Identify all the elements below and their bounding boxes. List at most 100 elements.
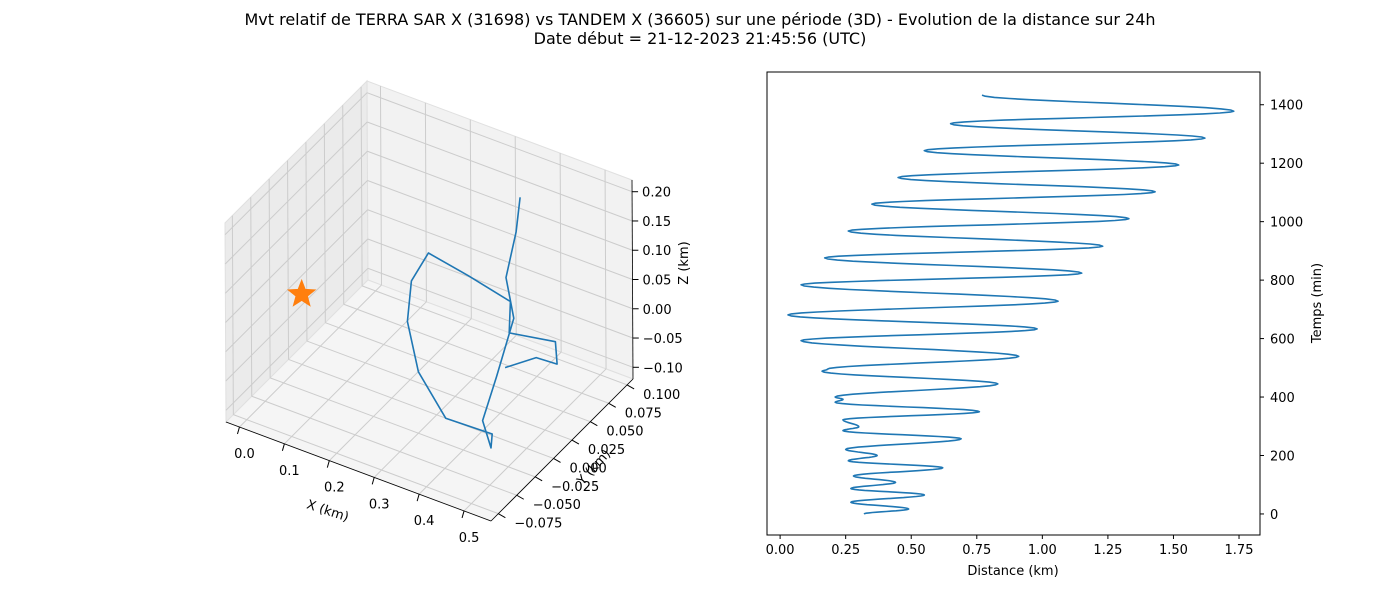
z-tick-label-3d: 0.15: [642, 215, 671, 230]
grid-line: [366, 92, 633, 193]
z-tick-label-3d: 0.00: [643, 303, 672, 318]
x-tick-3d: [326, 460, 330, 468]
x-tick-label: 0.00: [766, 543, 795, 558]
grid-line: [325, 322, 591, 423]
grid-line: [373, 335, 517, 478]
x-tick-3d: [416, 494, 420, 502]
relative-motion-line: [406, 197, 558, 449]
grid-line: [361, 285, 628, 386]
grid-line: [224, 92, 368, 236]
3d-axes: 0.0 0.1 0.2 0.3 0.4 0.5 −0.075 −0.050 −0.025 0.00…: [225, 179, 683, 546]
grid-line: [225, 209, 369, 353]
y-tick-label: 800: [1270, 274, 1295, 289]
y-tick-label: 0: [1270, 508, 1278, 523]
x-axis-label-3d: X (km): [305, 498, 351, 526]
x-tick-label: 0.50: [897, 543, 926, 558]
y-tick-label: 1400: [1270, 99, 1303, 114]
chart-2d: 0.00 0.25 0.50 0.75 1.00 1.25 1.50 1.75 0 200 400…: [766, 71, 1325, 579]
y-tick-label: 400: [1270, 391, 1295, 406]
x-tick-label-3d: 0.4: [414, 514, 435, 529]
grid-line: [269, 377, 536, 478]
y-axis-line: [490, 378, 634, 522]
y-tick-label: 1200: [1270, 157, 1303, 172]
z-tick-label-3d: 0.05: [643, 274, 672, 289]
x-tick-3d: [236, 426, 240, 435]
distance-line: [787, 94, 1235, 515]
y-tick-label: 200: [1270, 449, 1295, 464]
distance-series: [787, 94, 1235, 515]
3d-grid: [224, 86, 634, 515]
x-tick-label-3d: 0.3: [369, 497, 390, 512]
x-tick-label-3d: 0.1: [279, 464, 300, 479]
grid-line: [367, 121, 633, 222]
z-axis-label-3d: Z (km): [677, 241, 692, 284]
plot-frame: [766, 71, 1261, 536]
x-axis-ticks: 0.00 0.25 0.50 0.75 1.00 1.25 1.50 1.75: [766, 535, 1254, 558]
grid-line: [251, 395, 517, 496]
grid-line: [328, 318, 472, 461]
3d-marker: [286, 278, 317, 307]
y-tick-label: 600: [1270, 333, 1295, 348]
figure-title-line2: Date début = 21-12-2023 21:45:56 (UTC): [534, 29, 867, 48]
x-tick-label: 1.25: [1093, 543, 1122, 558]
x-axis-label: Distance (km): [967, 564, 1058, 579]
y-tick-3d: [553, 458, 561, 463]
y-tick-3d: [626, 384, 635, 390]
y-tick-label-3d: −0.050: [533, 498, 581, 513]
grid-line: [367, 180, 633, 280]
x-tick-label-3d: 0.5: [459, 531, 480, 546]
y-tick-label-3d: 0.050: [606, 425, 643, 440]
x-tick-label: 0.25: [831, 543, 860, 558]
x-tick-3d: [461, 510, 465, 519]
x-axis-line: [225, 421, 492, 522]
z-tick-label-3d: 0.20: [642, 186, 671, 201]
y-tick-label-3d: 0.000: [570, 461, 607, 476]
grid-line: [224, 121, 368, 265]
x-tick-label: 0.75: [962, 543, 991, 558]
3d-series: [406, 197, 558, 449]
y-tick-label-3d: 0.025: [588, 443, 625, 458]
y-tick-3d: [571, 439, 580, 445]
grid-line: [233, 414, 499, 515]
x-tick-3d: [371, 477, 375, 485]
y-tick-label-3d: −0.025: [551, 480, 599, 495]
3d-panes: [224, 79, 634, 522]
y-tick-3d: [498, 513, 506, 519]
x-tick-label: 1.00: [1028, 543, 1057, 558]
grid-line: [288, 358, 554, 459]
y-tick-3d: [534, 476, 543, 482]
y-tick-3d: [516, 494, 524, 500]
x-tick-label: 1.75: [1225, 543, 1254, 558]
grid-line: [343, 303, 609, 404]
grid-line: [225, 180, 368, 323]
y-tick-label-3d: −0.075: [514, 517, 562, 532]
grid-line: [306, 340, 573, 441]
y-tick-label-3d: 0.075: [625, 406, 662, 421]
grid-line: [367, 267, 634, 368]
chart-3d: 0.0 0.1 0.2 0.3 0.4 0.5 −0.075 −0.050 −0.025 0.00…: [224, 79, 692, 546]
origin-star-marker: [286, 278, 317, 307]
grid-line: [418, 351, 562, 495]
y-tick-label-3d: 0.100: [643, 388, 680, 403]
z-tick-label-3d: 0.10: [642, 244, 671, 259]
grid-line: [367, 209, 633, 310]
y-tick-label: 1000: [1270, 216, 1303, 231]
x-tick-label: 1.50: [1159, 543, 1188, 558]
y-tick-3d: [590, 421, 598, 427]
grid-line: [463, 368, 607, 512]
grid-line: [367, 150, 633, 251]
y-tick-3d: [608, 402, 616, 408]
grid-line: [225, 238, 369, 382]
grid-line: [225, 267, 369, 411]
z-tick-label-3d: −0.05: [643, 332, 683, 347]
grid-line: [367, 238, 633, 339]
x-tick-label-3d: 0.0: [234, 447, 255, 462]
x-tick-label-3d: 0.2: [324, 481, 345, 496]
y-axis-ticks: 0 200 400 600 800 1000 1200 1400: [1260, 99, 1303, 523]
z-tick-label-3d: −0.10: [643, 361, 683, 376]
grid-line: [239, 284, 382, 428]
x-tick-3d: [281, 443, 285, 451]
grid-line: [284, 301, 427, 445]
figure-title-line1: Mvt relatif de TERRA SAR X (31698) vs TA…: [244, 10, 1155, 29]
